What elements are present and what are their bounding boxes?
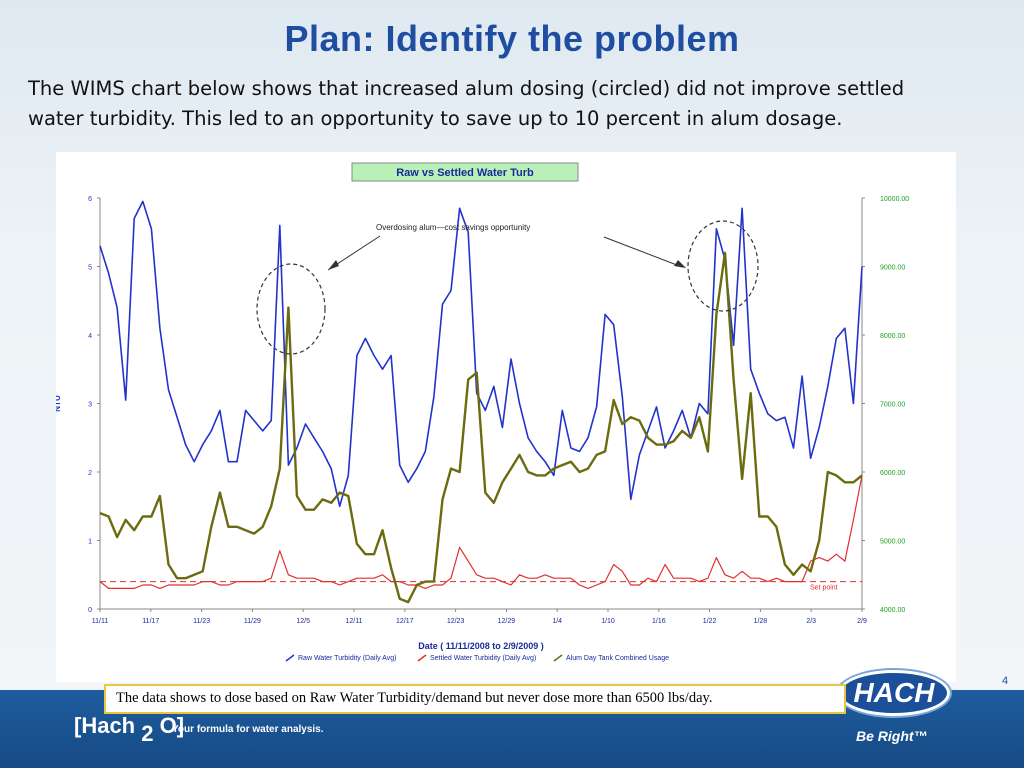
- legend-label: Raw Water Turbidity (Daily Avg): [298, 655, 396, 662]
- y-left-tick-label: 1: [88, 539, 92, 546]
- arrowhead-right: [674, 260, 686, 268]
- x-tick-label: 12/11: [346, 618, 363, 625]
- x-tick-label: 12/29: [498, 618, 516, 625]
- y-left-tick-label: 0: [88, 607, 92, 614]
- x-tick-label: 11/11: [92, 618, 109, 625]
- slide-body-text: The WIMS chart below shows that increase…: [28, 77, 905, 130]
- y-axis-label: NTU: [56, 395, 62, 412]
- brand-left: [Hach: [74, 713, 136, 738]
- x-tick-label: 1/16: [652, 618, 666, 625]
- legend-swatch: [553, 654, 563, 662]
- y-left-tick-label: 6: [88, 196, 92, 203]
- brand-tagline: Your formula for water analysis.: [172, 724, 324, 735]
- legend-swatch: [285, 654, 295, 662]
- y-right-tick-label: 9000.00: [880, 265, 905, 272]
- chart-title-box: [351, 162, 579, 182]
- raw-water-turbidity-line: [99, 200, 863, 508]
- x-axis-label: Date ( 11/11/2008 to 2/9/2009 ): [418, 641, 544, 651]
- hach-logo: HACH: [838, 670, 950, 716]
- x-tick-label: 1/28: [754, 618, 768, 625]
- overdose-circle-right: [687, 220, 759, 312]
- x-tick-label: 12/23: [447, 618, 465, 625]
- y-right-tick-label: 10000.00: [880, 196, 909, 203]
- slide-title: Plan: Identify the problem: [284, 18, 740, 59]
- be-right-slogan: Be Right™: [856, 728, 928, 744]
- x-tick-label: 12/17: [396, 618, 414, 625]
- footer-caption: The data shows to dose based on Raw Wate…: [104, 684, 846, 714]
- x-tick-label: 1/4: [552, 618, 562, 625]
- x-tick-label: 12/5: [296, 618, 310, 625]
- arrowhead-left: [328, 260, 339, 270]
- legend-label: Settled Water Turbidity (Daily Avg): [430, 655, 536, 662]
- chart-title: Raw vs Settled Water Turb: [396, 167, 534, 179]
- registered-mark: ®: [946, 676, 953, 686]
- x-tick-label: 11/17: [142, 618, 159, 625]
- x-tick-label: 1/10: [601, 618, 615, 625]
- y-right-tick-label: 6000.00: [880, 470, 905, 477]
- page-number: 4: [1002, 675, 1009, 687]
- brand-right: O]: [159, 713, 185, 738]
- hach2o-brand: [Hach 2 O]: [74, 713, 185, 746]
- overdose-circle-left: [256, 263, 326, 355]
- overdose-annotation: Overdosing alum—cost savings opportunity: [376, 223, 530, 232]
- wims-chart: Raw vs Settled Water Turb 0 1 2 3 4 5 6 4000.00 5…: [56, 162, 909, 662]
- x-tick-label: 1/22: [703, 618, 717, 625]
- legend-label: Alum Day Tank Combined Usage: [566, 655, 669, 662]
- y-left-tick-label: 3: [88, 402, 92, 409]
- x-tick-label: 2/3: [806, 618, 816, 625]
- y-right-tick-label: 8000.00: [880, 333, 905, 340]
- chart-panel: Raw vs Settled Water Turb 0 1 2 3 4 5 6 4000.00 5…: [56, 152, 956, 682]
- brand-subscript: 2: [141, 721, 154, 746]
- settled-water-turbidity-line: [99, 475, 863, 589]
- y-right-tick-label: 7000.00: [880, 402, 905, 409]
- y-right-tick-label: 4000.00: [880, 607, 905, 614]
- alum-usage-line: [99, 251, 863, 604]
- x-tick-label: 2/9: [857, 618, 867, 625]
- legend-swatch: [417, 654, 427, 662]
- y-left-tick-label: 5: [88, 265, 92, 272]
- x-tick-label: 11/23: [193, 618, 210, 625]
- annotation-arrow-right: [603, 236, 683, 268]
- x-tick-label: 11/29: [244, 618, 261, 625]
- y-left-tick-label: 2: [88, 470, 92, 477]
- setpoint-label: Set point: [810, 585, 838, 592]
- y-right-tick-label: 5000.00: [880, 539, 905, 546]
- y-left-tick-label: 4: [88, 333, 92, 340]
